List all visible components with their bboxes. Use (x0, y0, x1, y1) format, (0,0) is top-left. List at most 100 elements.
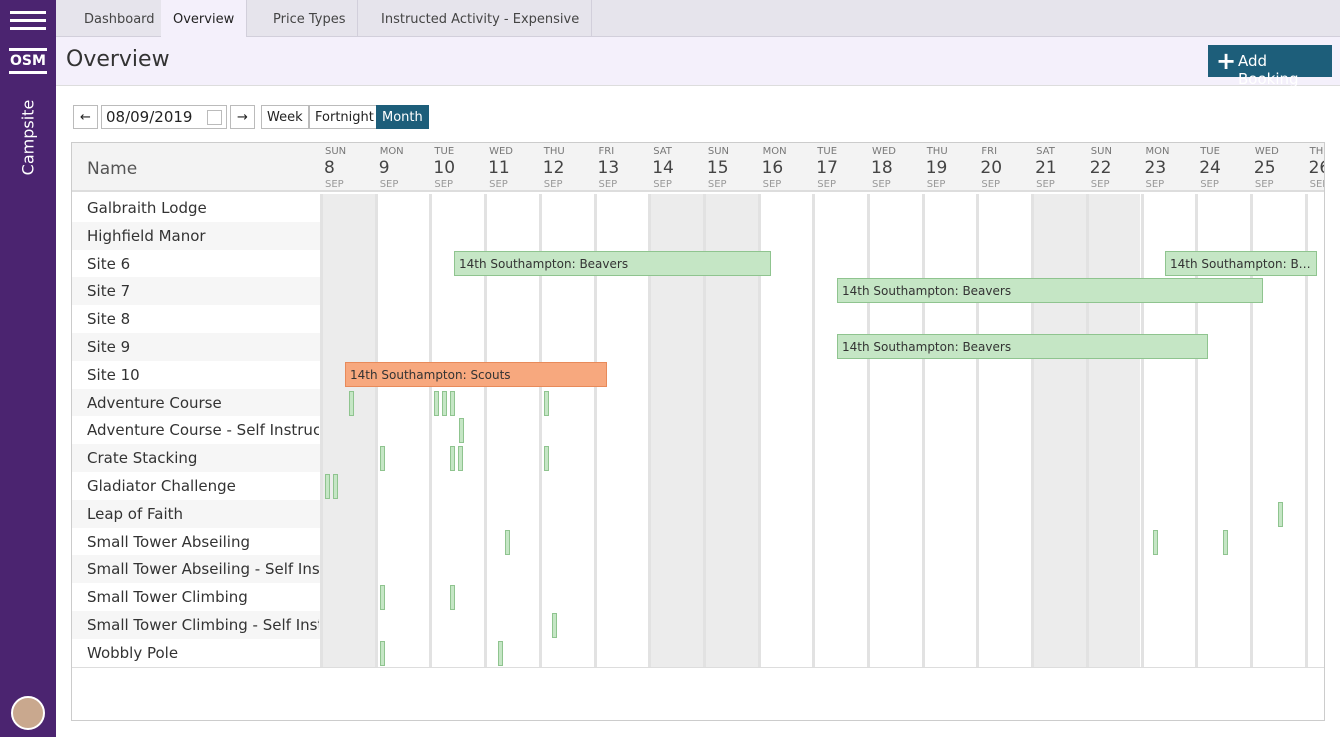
booking[interactable]: 14th Southampton: Beavers (1165, 250, 1317, 276)
day-name: SAT (653, 146, 672, 157)
day-name: MON (379, 146, 404, 157)
activity-slot[interactable] (380, 446, 385, 472)
day-name: WED (872, 146, 896, 157)
booking[interactable]: 14th Southampton: Beavers (837, 278, 1263, 304)
activity-slot[interactable] (552, 613, 557, 638)
activity-slot[interactable] (505, 529, 510, 555)
day-month: SEP (325, 179, 344, 190)
day-month: SEP (1309, 179, 1324, 190)
booking[interactable]: 14th Southampton: Scouts (345, 361, 607, 387)
date-text: 08/09/2019 (106, 108, 193, 126)
view-button[interactable]: Month (376, 105, 429, 129)
day-column (867, 194, 922, 667)
day-number: 26 (1308, 158, 1324, 178)
activity-slot[interactable] (450, 390, 455, 416)
activity-slot[interactable] (1278, 501, 1283, 527)
date-input[interactable]: 08/09/2019 (101, 105, 227, 129)
booking[interactable]: 14th Southampton: Beavers (837, 334, 1208, 359)
day-number: 23 (1144, 158, 1167, 178)
prev-button[interactable]: ← (73, 105, 98, 129)
activity-slot[interactable] (380, 640, 385, 666)
activity-slot[interactable] (450, 585, 455, 611)
day-column (921, 194, 977, 667)
header-row (72, 143, 1324, 192)
row-name: Small Tower Abseiling (87, 532, 251, 551)
day-number: 11 (488, 158, 510, 178)
row-stripe (72, 555, 320, 584)
row-name: Leap of Faith (87, 504, 184, 523)
day-column (812, 194, 867, 667)
row-stripe (72, 611, 320, 639)
tab[interactable]: Instructed Activity - Expensive (369, 0, 593, 37)
day-month: SEP (762, 179, 782, 190)
activity-slot[interactable] (380, 585, 385, 611)
day-name: THU (1309, 146, 1324, 157)
tab-bar: Dashboard Overview Price Types Instructed A… (56, 0, 1340, 37)
activity-slot[interactable] (349, 390, 354, 416)
day-number: 10 (433, 158, 456, 178)
day-month: SEP (981, 179, 1001, 190)
activity-slot[interactable] (442, 390, 447, 416)
day-month: SEP (1200, 179, 1219, 190)
row-name: Small Tower Abseiling - Self Instructed (87, 560, 319, 579)
row-stripe (72, 499, 320, 528)
row-name: Wobbly Pole (87, 643, 179, 662)
menu-icon[interactable] (10, 10, 46, 30)
view-button[interactable]: Week (261, 105, 309, 129)
activity-slot[interactable] (325, 474, 330, 499)
day-column (1085, 194, 1141, 667)
day-month: SEP (1254, 179, 1274, 190)
day-month: SEP (1090, 179, 1110, 190)
tab[interactable]: Dashboard (56, 0, 168, 37)
row-name: Site 10 (87, 365, 140, 384)
day-number: 18 (871, 158, 893, 178)
row-name: Site 6 (87, 254, 131, 273)
booking[interactable]: 14th Southampton: Beavers (454, 250, 771, 276)
day-number: 9 (378, 158, 390, 178)
schedule-grid: Name Galbraith Lodge Highfield Manor Site 6… (71, 142, 1325, 721)
activity-slot[interactable] (434, 390, 439, 416)
activity-slot[interactable] (544, 390, 549, 416)
add-booking-button[interactable]: + Add Booking (1208, 45, 1332, 88)
row-name: Small Tower Climbing - Self Instructed (87, 616, 319, 634)
day-name: FRI (981, 146, 998, 157)
day-column (976, 194, 1032, 667)
row-stripe (72, 444, 320, 472)
day-name: TUE (434, 146, 455, 157)
day-month: SEP (543, 179, 563, 190)
day-name: TUE (1200, 146, 1220, 157)
activity-slot[interactable] (1223, 529, 1228, 555)
tab[interactable]: Overview (161, 0, 248, 37)
activity-slot[interactable] (333, 474, 338, 499)
avatar[interactable] (11, 696, 45, 730)
row-name: Highfield Manor (87, 226, 206, 245)
activity-slot[interactable] (1153, 529, 1158, 555)
sidebar: OSM Campsite (0, 0, 56, 737)
activity-slot[interactable] (458, 446, 463, 472)
activity-slot[interactable] (459, 418, 464, 444)
row-end (72, 666, 1324, 668)
day-column (320, 194, 375, 667)
day-number: 22 (1089, 158, 1112, 178)
day-name: SAT (1036, 146, 1055, 157)
tab[interactable]: Price Types (261, 0, 359, 37)
day-column (1304, 194, 1324, 667)
activity-slot[interactable] (450, 446, 455, 472)
day-month: SEP (872, 179, 891, 190)
day-month: SEP (926, 179, 946, 190)
next-button[interactable]: → (230, 105, 255, 129)
day-month: SEP (817, 179, 836, 190)
day-month: SEP (1145, 179, 1165, 190)
view-button[interactable]: Fortnight (309, 105, 380, 129)
activity-slot[interactable] (544, 446, 549, 472)
activity-slot[interactable] (498, 640, 503, 666)
day-month: SEP (598, 179, 618, 190)
row-name: Adventure Course (87, 393, 222, 412)
day-name: WED (489, 146, 513, 157)
logo[interactable]: OSM (9, 48, 47, 74)
day-number: 20 (980, 158, 1003, 178)
day-name: FRI (598, 146, 615, 157)
day-number: 8 (324, 158, 335, 178)
day-month: SEP (434, 179, 454, 190)
